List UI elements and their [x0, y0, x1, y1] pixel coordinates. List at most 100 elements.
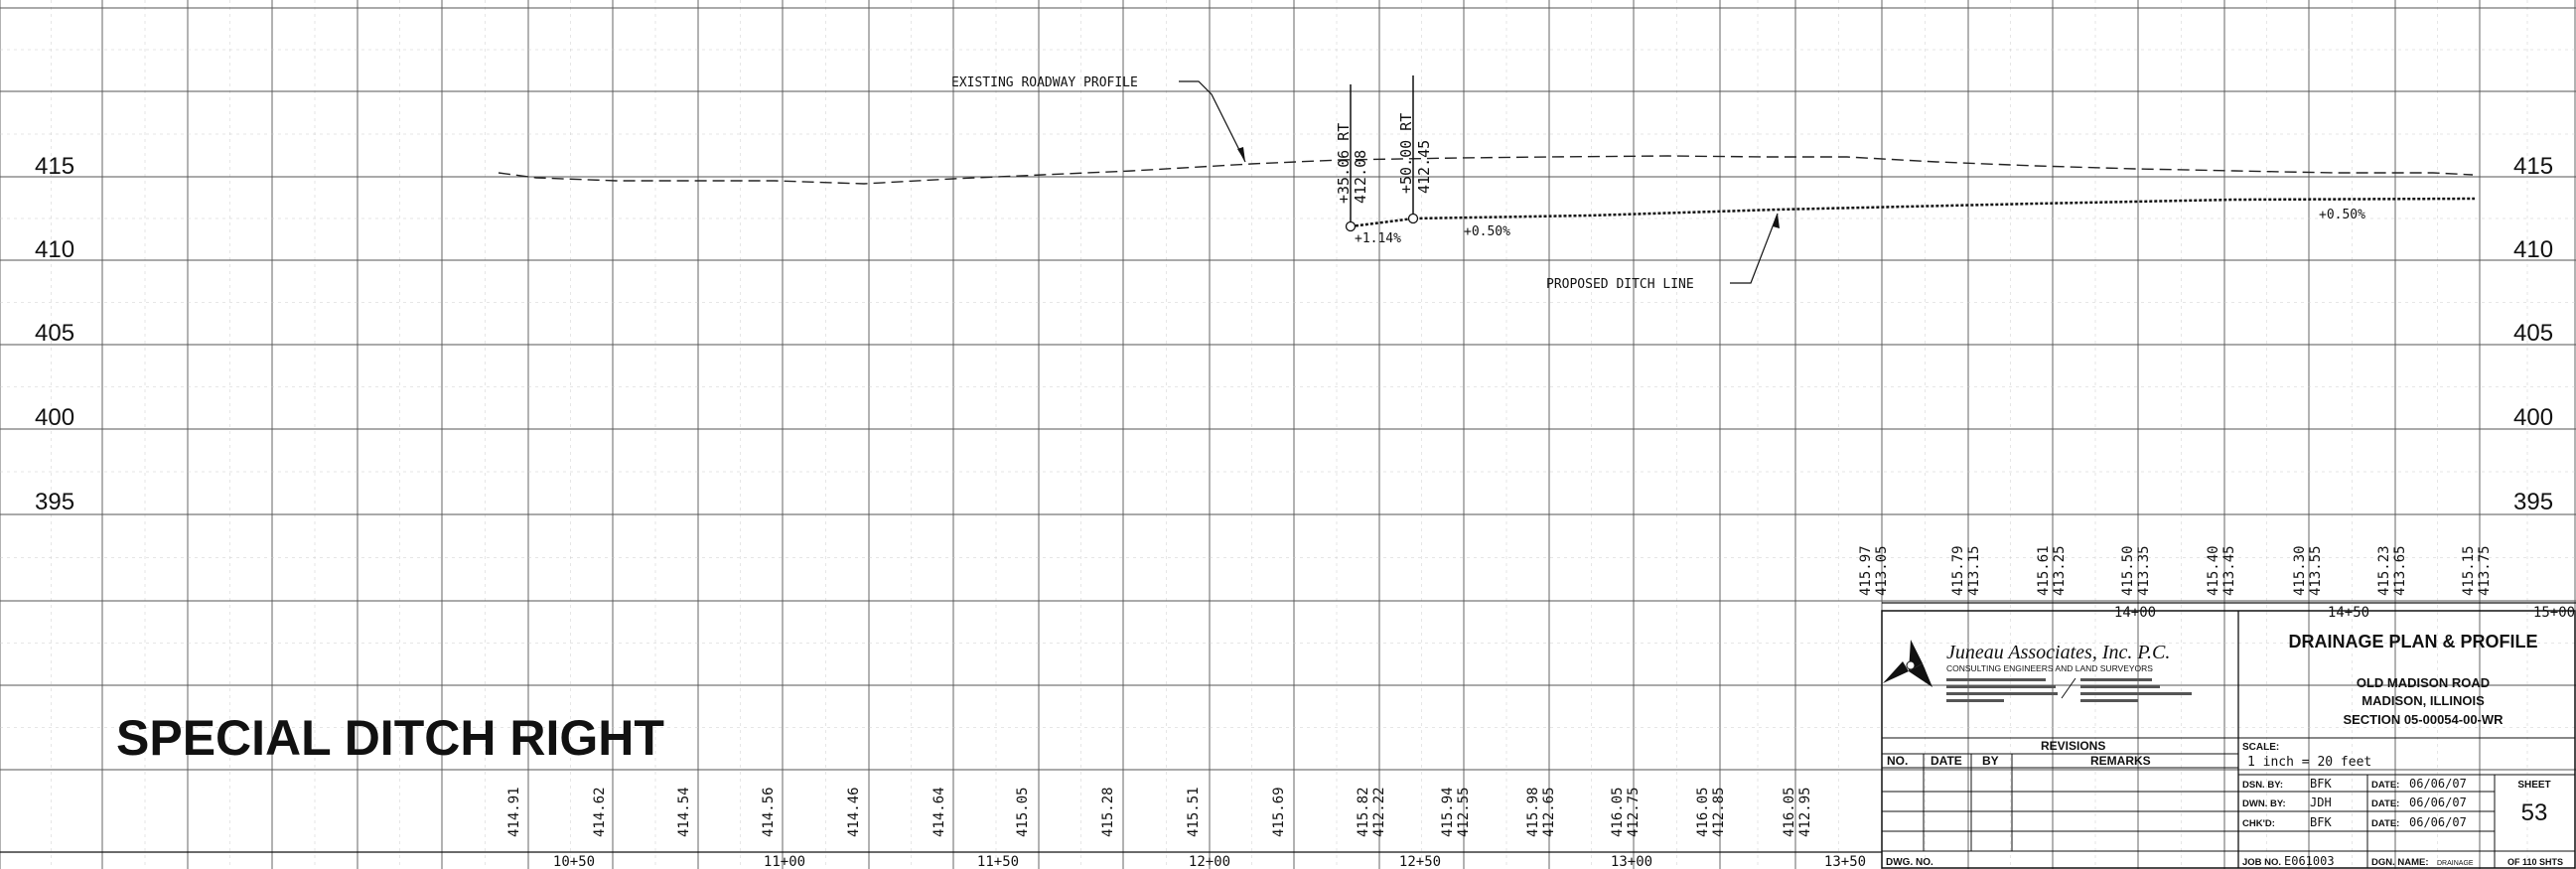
- existing-elevation-reading: 415.97: [1858, 545, 1874, 596]
- proposed-elevation-reading: 413.45: [2221, 545, 2237, 596]
- existing-profile-arrow: [1237, 147, 1245, 162]
- dgn-name-label: DGN. NAME:: [2371, 857, 2429, 868]
- job-no-label: JOB NO.: [2242, 857, 2281, 868]
- existing-elevation-reading: 415.50: [2120, 545, 2136, 596]
- title-block-lines: [1881, 610, 2576, 869]
- elevation-label-left: 410: [35, 236, 74, 263]
- callout-2-elevation: 412.45: [1415, 140, 1433, 194]
- company-address-block: [1946, 677, 2192, 702]
- proposed-ditch-line: [1350, 197, 2476, 228]
- date-label-1: DATE:: [2371, 780, 2399, 791]
- job-no-value: E061003: [2284, 854, 2335, 868]
- drawing-title: SPECIAL DITCH RIGHT: [116, 710, 664, 766]
- dsn-by-value: BFK: [2310, 777, 2332, 791]
- proposed-elevation-reading: 413.55: [2308, 545, 2324, 596]
- station-label: 10+50: [553, 854, 595, 869]
- station-label: 14+00: [2114, 605, 2156, 621]
- proposed-ditch-label: PROPOSED DITCH LINE: [1546, 277, 1694, 292]
- existing-elevation-reading: 415.28: [1100, 787, 1116, 837]
- existing-profile-leader: [1179, 80, 1246, 163]
- date-label-3: DATE:: [2371, 818, 2399, 829]
- dsn-by-label: DSN. BY:: [2242, 780, 2283, 791]
- grade-label-1: +1.14%: [1355, 231, 1401, 246]
- revisions-label: REVISIONS: [2041, 739, 2105, 753]
- proposed-elevation-reading: 412.55: [1456, 787, 1472, 837]
- project-location: MADISON, ILLINOIS: [2361, 693, 2485, 708]
- callout-1-elevation: 412.08: [1352, 150, 1369, 204]
- revisions-col-date: DATE: [1931, 754, 1962, 768]
- existing-profile-label: EXISTING ROADWAY PROFILE: [951, 75, 1138, 90]
- elevation-label-right: 400: [2513, 404, 2553, 431]
- grade-label-3: +0.50%: [2319, 208, 2365, 222]
- company-name: Juneau Associates, Inc. P.C.: [1946, 642, 2170, 663]
- dgn-name-value: DRAINAGE: [2437, 860, 2474, 867]
- proposed-elevation-reading: 413.75: [2477, 545, 2493, 596]
- existing-elevation-reading: 415.61: [2036, 545, 2052, 596]
- existing-elevation-reading: 416.05: [1695, 787, 1711, 837]
- station-label: 11+50: [977, 854, 1019, 869]
- callout-1-station: +35.06 RT: [1335, 123, 1353, 204]
- company-logo: [1883, 640, 1932, 687]
- proposed-elevation-reading: 412.95: [1797, 787, 1813, 837]
- existing-elevation-reading: 414.64: [931, 787, 947, 837]
- station-label: 14+50: [2328, 605, 2369, 621]
- existing-elevation-reading: 415.30: [2292, 545, 2308, 596]
- existing-elevation-reading: 415.79: [1950, 545, 1966, 596]
- sheet-label: SHEET: [2517, 780, 2550, 791]
- date-label-2: DATE:: [2371, 798, 2399, 809]
- elevation-label-right: 395: [2513, 489, 2553, 515]
- proposed-elevation-reading: 412.85: [1711, 787, 1727, 837]
- upper-elevation-readings: 415.97 413.05 415.79 413.15 415.61 413.25 415.…: [1858, 545, 2493, 596]
- proposed-elevation-reading: 413.05: [1874, 545, 1890, 596]
- chkd-label: CHK'D:: [2242, 818, 2275, 829]
- proposed-ditch-leader: [1730, 213, 1779, 284]
- station-label: 11+00: [764, 854, 805, 869]
- proposed-elevation-reading: 413.35: [2136, 545, 2152, 596]
- existing-elevation-reading: 415.40: [2206, 545, 2221, 596]
- proposed-elevation-reading: 413.65: [2392, 545, 2408, 596]
- proposed-ditch-arrow: [1773, 214, 1780, 228]
- existing-elevation-reading: 415.15: [2461, 545, 2477, 596]
- company-subtitle: CONSULTING ENGINEERS AND LAND SURVEYORS: [1946, 663, 2153, 673]
- proposed-elevation-reading: 412.75: [1626, 787, 1642, 837]
- scale-value: 1 inch = 20 feet: [2247, 755, 2371, 770]
- existing-elevation-reading: 414.54: [676, 787, 692, 837]
- station-label: 12+00: [1189, 854, 1230, 869]
- chkd-value: BFK: [2310, 815, 2332, 829]
- existing-elevation-reading: 414.91: [506, 787, 522, 837]
- elevation-label-right: 410: [2513, 236, 2553, 263]
- station-label: 13+50: [1824, 854, 1866, 869]
- elevation-label-left: 400: [35, 404, 74, 431]
- date-value-2: 06/06/07: [2409, 796, 2467, 809]
- dwn-by-value: JDH: [2310, 796, 2332, 809]
- date-value-3: 06/06/07: [2409, 815, 2467, 829]
- existing-elevation-reading: 415.51: [1186, 787, 1202, 837]
- scale-label: SCALE:: [2242, 742, 2279, 753]
- ditch-point-1: [1345, 220, 1357, 232]
- existing-elevation-reading: 415.69: [1271, 787, 1287, 837]
- proposed-elevation-reading: 412.65: [1541, 787, 1557, 837]
- dwn-by-label: DWN. BY:: [2242, 798, 2286, 809]
- elevation-label-right: 415: [2513, 153, 2553, 180]
- existing-elevation-reading: 414.56: [761, 787, 777, 837]
- station-labels: 10+50 11+00 11+50 12+00 12+50 13+00 13+50 14+00…: [553, 605, 2575, 869]
- bottom-elevation-readings: 414.91 414.62 414.54 414.56 414.46 414.64 415.…: [506, 787, 1813, 837]
- proposed-elevation-reading: 413.25: [2052, 545, 2068, 596]
- existing-elevation-reading: 415.94: [1440, 787, 1456, 837]
- sheet-number: 53: [2521, 799, 2548, 826]
- existing-elevation-reading: 414.62: [592, 787, 608, 837]
- date-value-1: 06/06/07: [2409, 777, 2467, 791]
- plan-title: DRAINAGE PLAN & PROFILE: [2288, 632, 2537, 652]
- sheet-total: OF 110 SHTS: [2507, 857, 2563, 867]
- dwg-no-label: DWG. NO.: [1886, 857, 1933, 868]
- existing-roadway-profile: [498, 155, 2474, 185]
- proposed-elevation-reading: 412.22: [1371, 787, 1387, 837]
- proposed-elevation-reading: 413.15: [1966, 545, 1982, 596]
- station-label: 12+50: [1399, 854, 1441, 869]
- project-name: OLD MADISON ROAD: [2357, 675, 2490, 690]
- existing-elevation-reading: 415.05: [1015, 787, 1031, 837]
- existing-elevation-reading: 414.46: [846, 787, 862, 837]
- elevation-label-left: 405: [35, 320, 74, 347]
